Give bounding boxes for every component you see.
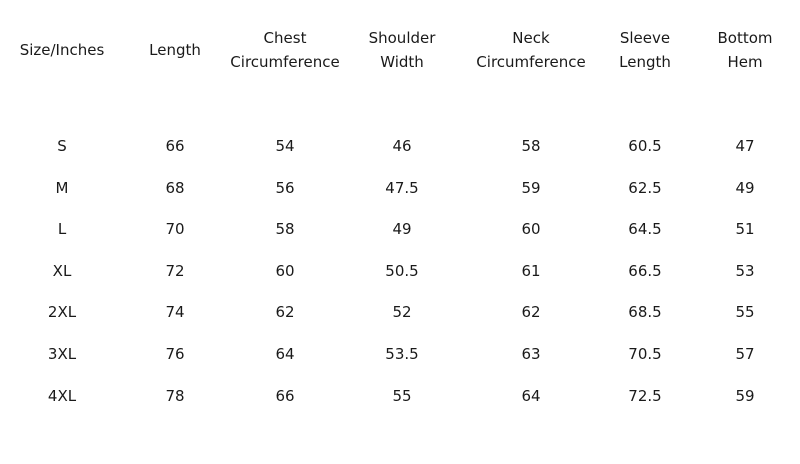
table-cell: 64: [521, 387, 541, 405]
size-label: 4XL: [47, 387, 77, 405]
column-header: Chest Circumference: [230, 29, 340, 71]
table-cell: 62: [275, 303, 295, 321]
table-cell: 58: [275, 220, 295, 238]
table-cell: 61: [521, 262, 541, 280]
column-header: Neck Circumference: [476, 29, 586, 71]
table-cell: 54: [275, 137, 295, 155]
column-header: Size/Inches: [19, 41, 105, 59]
table-cell: 66.5: [628, 262, 662, 280]
size-label: 3XL: [47, 345, 77, 363]
table-cell: 47: [735, 137, 755, 155]
table-cell: 60.5: [628, 137, 662, 155]
table-cell: 49: [392, 220, 412, 238]
table-cell: 49: [735, 179, 755, 197]
table-cell: 56: [275, 179, 295, 197]
table-cell: 64: [275, 345, 295, 363]
table-cell: 68.5: [628, 303, 662, 321]
column-header: Length: [149, 41, 201, 59]
table-cell: 60: [275, 262, 295, 280]
table-cell: 66: [165, 137, 185, 155]
table-cell: 72: [165, 262, 185, 280]
table-cell: 51: [735, 220, 755, 238]
table-cell: 62.5: [628, 179, 662, 197]
size-label: S: [57, 137, 67, 155]
table-cell: 62: [521, 303, 541, 321]
table-cell: 72.5: [628, 387, 662, 405]
column-header: Sleeve Length: [619, 29, 671, 71]
size-label: 2XL: [47, 303, 77, 321]
table-cell: 58: [521, 137, 541, 155]
column-header: Bottom Hem: [717, 29, 773, 71]
table-cell: 68: [165, 179, 185, 197]
table-cell: 76: [165, 345, 185, 363]
table-cell: 50.5: [385, 262, 419, 280]
table-cell: 57: [735, 345, 755, 363]
size-label: L: [57, 220, 67, 238]
table-cell: 63: [521, 345, 541, 363]
table-cell: 59: [521, 179, 541, 197]
table-cell: 46: [392, 137, 412, 155]
size-label: M: [55, 179, 69, 197]
table-cell: 60: [521, 220, 541, 238]
column-header: Shoulder Width: [368, 29, 436, 71]
table-cell: 55: [392, 387, 412, 405]
table-cell: 53: [735, 262, 755, 280]
table-cell: 47.5: [385, 179, 419, 197]
table-cell: 59: [735, 387, 755, 405]
table-cell: 78: [165, 387, 185, 405]
table-cell: 66: [275, 387, 295, 405]
table-cell: 52: [392, 303, 412, 321]
table-cell: 70: [165, 220, 185, 238]
table-cell: 55: [735, 303, 755, 321]
table-cell: 70.5: [628, 345, 662, 363]
table-cell: 53.5: [385, 345, 419, 363]
size-label: XL: [52, 262, 72, 280]
table-cell: 74: [165, 303, 185, 321]
table-cell: 64.5: [628, 220, 662, 238]
